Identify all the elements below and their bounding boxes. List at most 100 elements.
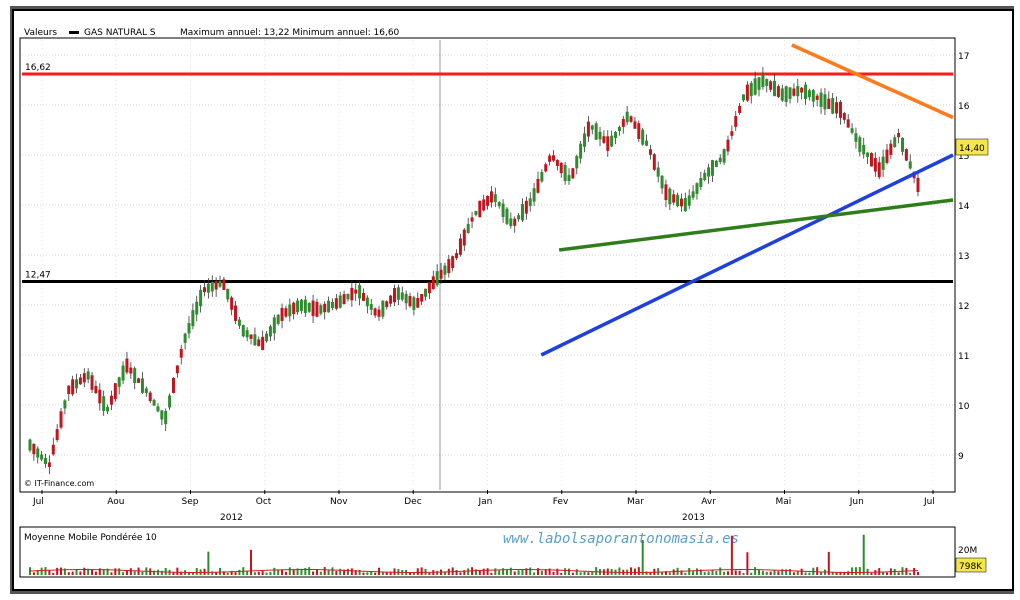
volume-bar [87, 568, 90, 575]
watermark-link[interactable]: www.labolsaporantonomasia.es [503, 531, 739, 547]
volume-bar [917, 571, 919, 575]
volume-bar [854, 567, 857, 575]
candle-body [350, 287, 354, 301]
volume-bar [467, 568, 470, 575]
candle-body [811, 89, 815, 102]
candle-body [323, 303, 327, 313]
volume-bar [765, 571, 768, 575]
volume-bar [571, 572, 574, 575]
volume-bar [525, 568, 528, 575]
volume-bar [909, 572, 912, 575]
volume-bar [463, 570, 466, 575]
volume-bar [304, 568, 307, 575]
candle-body [579, 143, 583, 159]
candle-body [679, 198, 683, 207]
volume-bar [354, 570, 357, 575]
candle-body [51, 444, 55, 455]
volume-bar [835, 572, 838, 575]
volume-bar [246, 571, 249, 575]
volume-bar [234, 572, 237, 575]
volume-bar [750, 572, 753, 575]
volume-bar [63, 568, 66, 575]
candle-body [815, 95, 819, 100]
volume-bar [490, 572, 493, 575]
volume-bar [657, 568, 660, 575]
volume-bar [331, 567, 334, 575]
volume-bar [723, 571, 726, 575]
volume-bar [719, 567, 722, 575]
volume-bar [118, 568, 121, 575]
candle-body [47, 462, 51, 467]
volume-bar [820, 572, 823, 575]
candle-body [637, 123, 641, 140]
x-tick-label: Mai [776, 497, 792, 507]
volume-bar [381, 572, 384, 575]
candle-body [342, 294, 346, 305]
trendline-green [558, 198, 954, 252]
volume-axis-label: 20M [958, 546, 977, 556]
volume-bar [878, 568, 881, 575]
volume-bar [83, 567, 86, 575]
volume-bar [219, 567, 222, 575]
volume-bar [40, 567, 43, 575]
candle-body [621, 119, 625, 127]
candle-body [40, 454, 44, 460]
volume-bar [110, 572, 113, 575]
candle-body [199, 289, 203, 307]
volume-bar [486, 568, 489, 575]
candle-body [583, 133, 587, 147]
candle-body [117, 377, 121, 387]
volume-bar [238, 569, 241, 575]
trendline-orange [791, 43, 954, 120]
volume-bar [734, 570, 737, 575]
candle-body [571, 168, 575, 179]
y-tick-label: 9 [958, 452, 964, 462]
candle-body [517, 215, 521, 220]
y-tick-label: 17 [958, 52, 969, 62]
candle-body [765, 79, 769, 86]
volume-bar [870, 572, 873, 575]
candle-body [916, 177, 920, 193]
volume-bar [335, 571, 338, 575]
volume-bar [672, 569, 675, 575]
candle-body [714, 160, 718, 168]
candle-body [773, 80, 777, 97]
volume-bar [548, 568, 551, 575]
candle-body [427, 282, 431, 294]
candle-body [908, 161, 912, 169]
candle-body [365, 297, 369, 307]
candle-body [757, 77, 761, 90]
volume-bar [583, 571, 586, 575]
volume-bar [521, 569, 524, 575]
volume-bar [699, 569, 702, 575]
candle-body [885, 149, 889, 163]
volume-bar [191, 571, 194, 575]
candle-body [241, 325, 245, 337]
candle-body [831, 98, 835, 114]
volume-bar [36, 570, 39, 575]
candle-body [695, 183, 699, 194]
volume-bar [730, 535, 733, 575]
header-series-name: GAS NATURAL S [84, 28, 156, 38]
candle-body [726, 139, 730, 152]
volume-bar [102, 569, 105, 575]
candle-body [168, 395, 172, 408]
volume-bar [44, 567, 47, 575]
candle-body [67, 385, 71, 395]
candle-body [412, 297, 416, 310]
volume-last-badge [955, 557, 987, 573]
candle-body [742, 94, 746, 101]
volume-bar [680, 570, 683, 575]
x-axis: Jul Aou Sep Oct Nov Dec Jan Fev Mar Avr Mai Jun Jul 2… [32, 490, 935, 523]
candle-body [144, 388, 148, 394]
volume-bar [385, 572, 388, 575]
volume-bar [540, 570, 543, 575]
candle-body [796, 86, 800, 97]
candle-body [319, 305, 323, 314]
candle-body [846, 119, 850, 128]
candle-body [210, 281, 214, 292]
candle-body [369, 304, 373, 310]
volume-bar [641, 540, 644, 575]
volume-bar [661, 572, 664, 575]
candle-body [838, 101, 842, 118]
